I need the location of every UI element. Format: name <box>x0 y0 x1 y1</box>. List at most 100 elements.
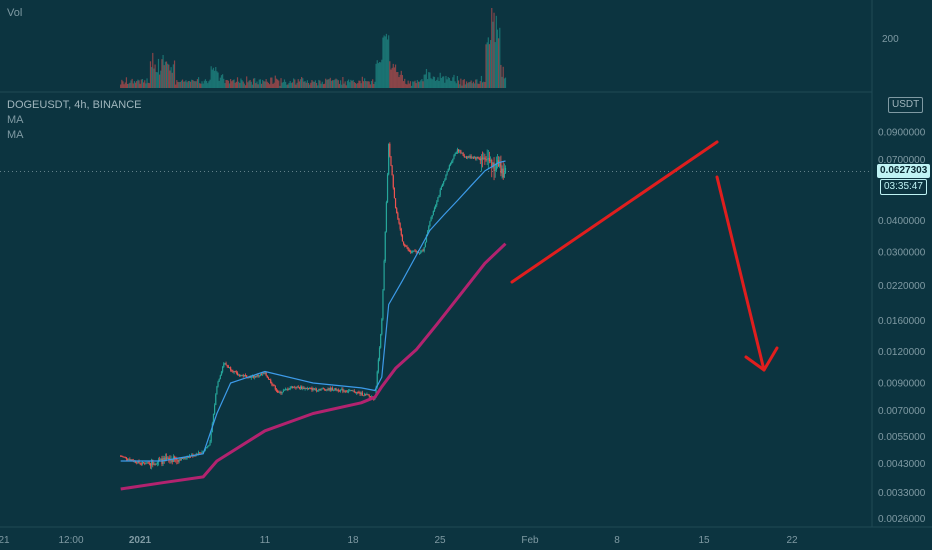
candle-body <box>298 387 300 389</box>
candle-body <box>463 155 465 158</box>
candle-body <box>204 448 207 451</box>
volume-bar <box>227 80 229 88</box>
candle-body <box>410 251 413 253</box>
volume-bar <box>354 83 357 88</box>
candle-body <box>342 388 344 392</box>
candle-body <box>279 391 281 393</box>
candle-body <box>437 197 439 202</box>
volume-bar <box>328 79 330 88</box>
volume-bar <box>293 78 295 88</box>
support-trendline[interactable] <box>510 140 719 284</box>
candle-body <box>200 452 202 454</box>
candle-body <box>369 396 371 398</box>
volume-bar <box>390 69 392 88</box>
volume-bar <box>369 84 371 88</box>
down-arrow-shaft[interactable] <box>715 175 766 372</box>
volume-tick-label: 200 <box>882 34 899 45</box>
candle-body <box>329 388 331 391</box>
candle-body <box>319 389 321 391</box>
volume-bar <box>250 81 252 88</box>
candle-body <box>439 189 441 196</box>
candle-body <box>473 157 476 159</box>
candle-body <box>139 462 141 464</box>
candle-body <box>260 374 263 375</box>
volume-bar <box>214 70 216 88</box>
volume-bar <box>401 75 404 88</box>
candle-body <box>339 389 342 392</box>
volume-bar <box>251 84 254 88</box>
candle-body <box>271 382 273 385</box>
volume-bar <box>148 83 150 88</box>
volume-bar <box>406 84 408 88</box>
volume-bar <box>375 63 377 88</box>
volume-bar <box>339 80 342 88</box>
candle-body <box>238 374 240 376</box>
candle-body <box>392 175 394 188</box>
volume-bar <box>278 80 280 88</box>
candle-body <box>405 245 407 247</box>
candle-body <box>441 183 444 187</box>
candle-body <box>152 459 154 465</box>
volume-bar <box>493 12 495 88</box>
candle-body <box>330 388 333 391</box>
volume-bar <box>422 81 424 88</box>
volume-bar <box>297 79 299 88</box>
volume-bar <box>128 83 130 88</box>
candle-body <box>123 456 125 458</box>
candle-body <box>309 387 311 389</box>
candle-body <box>323 388 326 390</box>
volume-bar <box>170 67 172 88</box>
ma-slow-legend[interactable]: MA <box>7 129 24 141</box>
volume-bar <box>161 59 163 88</box>
volume-bar <box>307 82 310 88</box>
volume-bar <box>382 37 384 88</box>
y-tick-label: 0.0160000 <box>878 316 926 327</box>
candle-body <box>485 159 487 161</box>
volume-bar <box>211 69 213 88</box>
candle-body <box>140 463 142 465</box>
candle-body <box>444 179 446 182</box>
x-tick-label: 2021 <box>129 535 152 546</box>
volume-bar <box>230 79 232 88</box>
ma-fast-line[interactable] <box>120 160 506 462</box>
volume-bar <box>484 82 486 88</box>
volume-bar <box>327 79 329 88</box>
volume-bar <box>208 81 210 88</box>
candle-body <box>124 456 126 458</box>
volume-bar <box>162 54 164 88</box>
annotations-group[interactable] <box>510 140 779 372</box>
candle-body <box>503 172 505 178</box>
candle-body <box>495 163 497 171</box>
candle-body <box>377 359 379 372</box>
candle-body <box>233 371 235 373</box>
volume-bar <box>224 83 226 88</box>
down-arrow-head[interactable] <box>744 346 779 372</box>
candle-body <box>130 459 132 461</box>
volume-bar <box>301 77 303 88</box>
volume-bar <box>495 15 497 89</box>
currency-badge[interactable]: USDT <box>888 97 924 113</box>
volume-bar <box>143 82 145 88</box>
volume-bar <box>184 81 186 88</box>
candle-body <box>486 159 488 161</box>
volume-bar <box>125 77 128 88</box>
symbol-title[interactable]: DOGEUSDT, 4h, BINANCE <box>7 99 142 111</box>
volume-bar <box>423 74 425 88</box>
candle-body <box>196 453 199 455</box>
volume-bar <box>196 79 199 88</box>
volume-bar <box>242 81 244 88</box>
volume-bar <box>476 79 478 88</box>
ma-fast-legend[interactable]: MA <box>7 114 24 126</box>
volume-bar <box>298 81 300 88</box>
volume-bar <box>243 83 245 88</box>
y-tick-label: 0.0300000 <box>878 247 926 258</box>
ma-slow-line[interactable] <box>120 242 507 491</box>
candle-body <box>359 392 361 395</box>
volume-bar <box>326 79 328 88</box>
candle-body <box>294 386 296 388</box>
volume-bar <box>145 83 147 88</box>
y-tick-label: 0.0220000 <box>878 281 926 292</box>
volume-bar <box>329 77 331 88</box>
volume-bar <box>254 78 256 88</box>
